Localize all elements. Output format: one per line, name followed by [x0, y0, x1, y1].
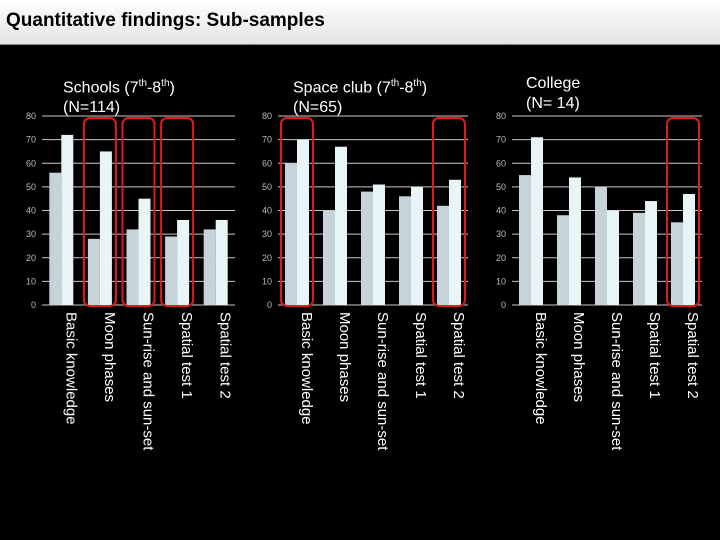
y-tick-label: 60 — [262, 158, 272, 168]
bar — [437, 205, 449, 305]
bar — [373, 184, 385, 305]
slide-header: Quantitative findings: Sub-samples — [0, 0, 720, 45]
highlight-box — [280, 117, 314, 307]
bar — [645, 201, 657, 305]
bar — [87, 238, 100, 305]
bar — [595, 186, 607, 305]
y-tick-label: 50 — [26, 182, 36, 192]
category-label: Moon phases — [570, 312, 587, 402]
bar — [138, 198, 151, 305]
y-tick-label: 40 — [262, 206, 272, 216]
y-tick-label: 80 — [26, 111, 36, 121]
category-label: Basic knowledge — [62, 312, 79, 425]
category-label: Spatial test 1 — [412, 312, 429, 399]
bar — [569, 177, 581, 305]
y-tick-label: 70 — [496, 135, 506, 145]
bar — [683, 193, 695, 305]
highlight-box — [121, 117, 156, 307]
y-tick-label: 30 — [496, 229, 506, 239]
y-tick-label: 20 — [496, 253, 506, 263]
bar — [215, 219, 228, 305]
y-tick-label: 30 — [26, 229, 36, 239]
category-label: Basic knowledge — [532, 312, 549, 425]
y-tick-label: 0 — [501, 300, 506, 310]
y-tick-label: 30 — [262, 229, 272, 239]
y-tick-label: 50 — [496, 182, 506, 192]
bar — [177, 219, 190, 305]
category-label: Spatial test 1 — [178, 312, 195, 399]
bar — [297, 139, 309, 305]
y-tick-label: 0 — [31, 300, 36, 310]
bar — [411, 186, 423, 305]
category-label: Spatial test 1 — [646, 312, 663, 399]
y-tick-label: 60 — [26, 158, 36, 168]
y-tick-label: 20 — [262, 253, 272, 263]
bar — [519, 175, 531, 305]
bar — [323, 210, 335, 305]
y-tick-label: 10 — [496, 276, 506, 286]
highlight-box — [432, 117, 466, 307]
bar — [361, 191, 373, 305]
bar — [99, 151, 112, 305]
bar — [449, 179, 461, 305]
panel-title-space-club: Space club (7th-8th) (N=65) — [293, 78, 428, 117]
bar — [557, 215, 569, 305]
category-label: Sun-rise and sun-set — [374, 312, 391, 451]
y-tick-label: 60 — [496, 158, 506, 168]
category-label: Moon phases — [101, 312, 118, 402]
y-tick-label: 40 — [26, 206, 36, 216]
y-tick-label: 0 — [267, 300, 272, 310]
category-label: Spatial test 2 — [217, 312, 234, 399]
highlight-box — [666, 117, 700, 307]
bar — [399, 196, 411, 305]
category-label: Spatial test 2 — [450, 312, 467, 399]
category-label: Sun-rise and sun-set — [608, 312, 625, 451]
y-tick-label: 10 — [262, 276, 272, 286]
bar — [607, 210, 619, 305]
bar — [335, 146, 347, 305]
y-tick-label: 70 — [262, 135, 272, 145]
bar — [61, 134, 74, 305]
bar — [633, 212, 645, 305]
category-label: Moon phases — [336, 312, 353, 402]
panel-title-schools: Schools (7th-8th) (N=114) — [63, 78, 175, 117]
bar — [285, 163, 297, 305]
bar — [165, 236, 178, 305]
y-tick-label: 70 — [26, 135, 36, 145]
bar — [531, 137, 543, 305]
category-label: Spatial test 2 — [684, 312, 701, 399]
highlight-box — [160, 117, 195, 307]
panel-title-college: College (N= 14) — [526, 75, 581, 112]
bar — [126, 229, 139, 305]
category-label: Basic knowledge — [298, 312, 315, 425]
highlight-box — [82, 117, 117, 307]
bar — [49, 172, 62, 305]
y-tick-label: 40 — [496, 206, 506, 216]
slide-title: Quantitative findings: Sub-samples — [6, 10, 325, 31]
y-tick-label: 80 — [262, 111, 272, 121]
y-tick-label: 80 — [496, 111, 506, 121]
y-tick-label: 10 — [26, 276, 36, 286]
bar — [203, 229, 216, 305]
category-label: Sun-rise and sun-set — [140, 312, 157, 451]
bar — [671, 222, 683, 305]
y-tick-label: 20 — [26, 253, 36, 263]
y-tick-label: 50 — [262, 182, 272, 192]
